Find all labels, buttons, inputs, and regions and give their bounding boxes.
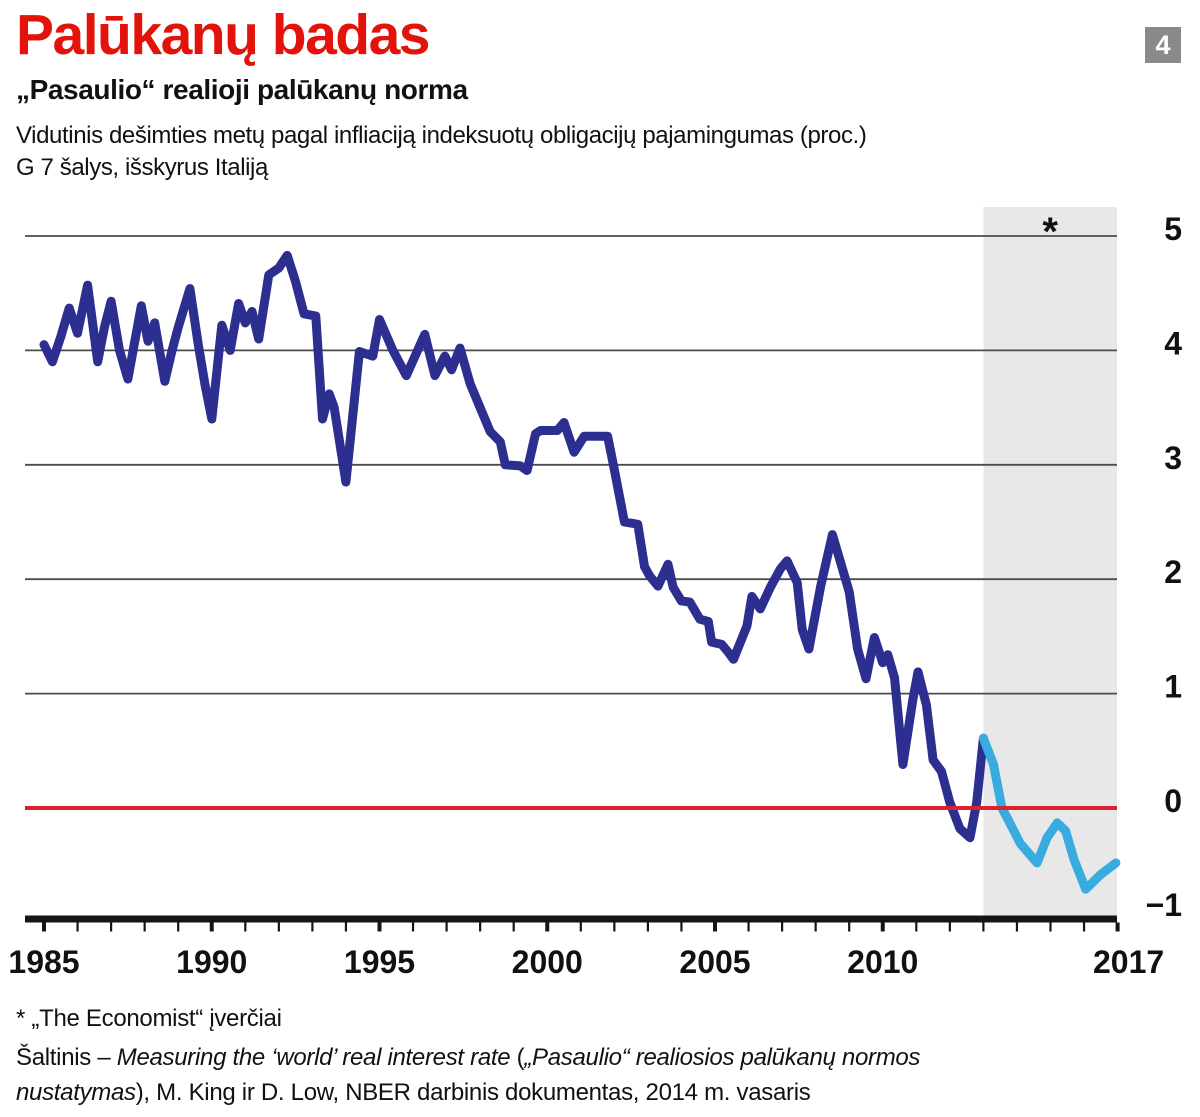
y-axis-label: 2 bbox=[1164, 554, 1182, 590]
source-text-segment: ( bbox=[510, 1044, 525, 1071]
y-axis-label: 0 bbox=[1164, 783, 1182, 819]
source-text-segment: „Pasaulio“ realiosios palūkanų normos nu… bbox=[16, 1044, 921, 1106]
y-axis-label: 4 bbox=[1164, 325, 1182, 361]
x-axis-label: 1990 bbox=[176, 944, 247, 980]
y-axis-label: 1 bbox=[1164, 669, 1182, 705]
source-text-segment: Šaltinis – bbox=[16, 1044, 117, 1071]
forecast-shade-region bbox=[983, 207, 1117, 916]
source-text-segment: Measuring the ‘world’ real interest rate bbox=[116, 1044, 511, 1071]
chart-subtitle: „Pasaulio“ realioji palūkanų norma bbox=[16, 74, 468, 105]
series-historical bbox=[39, 250, 988, 843]
source-text-segment: ), M. King ir D. Low, NBER darbinis doku… bbox=[135, 1079, 811, 1106]
y-axis-label: 3 bbox=[1164, 440, 1182, 476]
chart-description-line1: Vidutinis dešimties metų pagal infliacij… bbox=[16, 122, 867, 149]
chart-description-line2: G 7 šalys, išskyrus Italiją bbox=[16, 154, 268, 181]
y-axis-label: −1 bbox=[1146, 887, 1182, 923]
page-title: Palūkanų badas bbox=[16, 3, 431, 67]
x-axis-label: 1985 bbox=[8, 944, 79, 980]
x-axis-label: 2010 bbox=[847, 944, 918, 980]
y-axis-label: 5 bbox=[1164, 211, 1182, 247]
source-line: Šaltinis – Measuring the ‘world’ real in… bbox=[16, 1040, 1051, 1110]
forecast-asterisk-label: * bbox=[1042, 210, 1058, 254]
x-axis-label: 1995 bbox=[344, 944, 415, 980]
x-axis-label: 2017 bbox=[1093, 944, 1164, 980]
x-axis-label: 2005 bbox=[679, 944, 750, 980]
x-axis-label: 2000 bbox=[512, 944, 583, 980]
figure-number-badge: 4 bbox=[1145, 27, 1181, 63]
footnote-asterisk: * „The Economist“ įverčiai bbox=[16, 1005, 282, 1032]
